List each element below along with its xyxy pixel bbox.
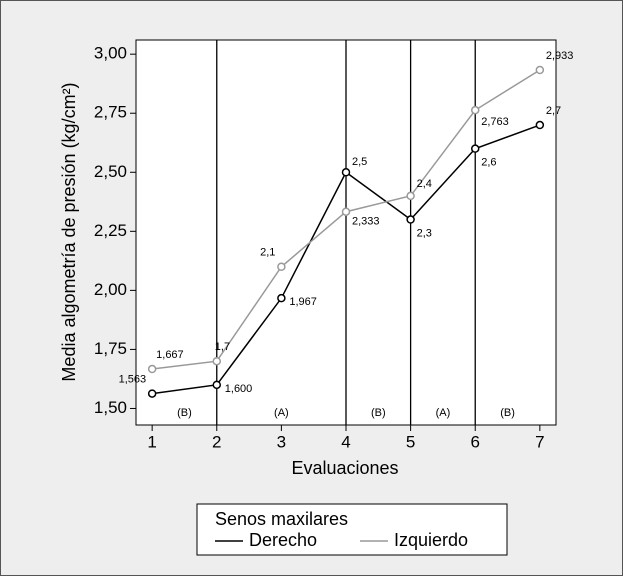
point xyxy=(147,364,157,374)
region-label: (B) xyxy=(500,407,515,419)
point xyxy=(406,215,415,224)
value-label: 2,1 xyxy=(260,247,275,259)
x-tick-label: 5 xyxy=(406,432,415,451)
point xyxy=(535,65,545,75)
value-label: 1,600 xyxy=(225,383,253,395)
legend-label: Izquierdo xyxy=(394,530,468,550)
region-label: (A) xyxy=(274,407,289,419)
y-tick-label: 2,00 xyxy=(94,280,127,299)
point xyxy=(341,207,351,216)
y-tick-label: 3,00 xyxy=(94,44,127,63)
point xyxy=(341,168,351,177)
value-label: 1,967 xyxy=(289,296,317,308)
x-tick-label: 2 xyxy=(212,432,221,451)
value-label: 2,333 xyxy=(352,216,380,228)
y-tick-label: 2,25 xyxy=(94,221,127,240)
value-label: 2,3 xyxy=(417,227,432,239)
x-tick-label: 4 xyxy=(341,432,350,451)
region-label: (A) xyxy=(436,407,451,419)
y-axis-label: Media algometría de presión (kg/cm²) xyxy=(59,82,79,381)
x-tick-label: 3 xyxy=(277,432,286,451)
point xyxy=(406,191,415,201)
value-label: 2,933 xyxy=(546,50,574,62)
y-tick-label: 1,50 xyxy=(94,398,127,417)
point xyxy=(212,356,222,366)
value-label: 2,5 xyxy=(352,156,367,168)
region-label: (B) xyxy=(177,407,192,419)
legend xyxy=(196,503,508,556)
value-label: 2,763 xyxy=(481,116,509,128)
value-label: 1,667 xyxy=(156,349,184,361)
legend-title: Senos maxilares xyxy=(215,509,348,529)
x-tick-label: 6 xyxy=(470,432,479,451)
region-label: (B) xyxy=(371,407,386,419)
value-label: 2,4 xyxy=(417,178,432,190)
value-label: 1,563 xyxy=(119,373,147,385)
point xyxy=(147,389,157,398)
value-label: 2,6 xyxy=(481,157,496,169)
point xyxy=(277,262,286,271)
y-tick-label: 2,75 xyxy=(94,103,127,122)
legend-label: Derecho xyxy=(249,530,317,550)
point xyxy=(212,380,222,390)
value-label: 1,7 xyxy=(215,341,230,353)
point xyxy=(277,293,286,303)
y-tick-label: 2,50 xyxy=(94,162,127,181)
x-tick-label: 7 xyxy=(535,432,544,451)
point xyxy=(535,120,545,130)
y-tick-label: 1,75 xyxy=(94,339,127,358)
point xyxy=(470,144,480,153)
point xyxy=(470,105,480,115)
x-tick-label: 1 xyxy=(147,432,156,451)
value-label: 2,7 xyxy=(546,105,561,117)
x-axis-label: Evaluaciones xyxy=(291,458,398,478)
